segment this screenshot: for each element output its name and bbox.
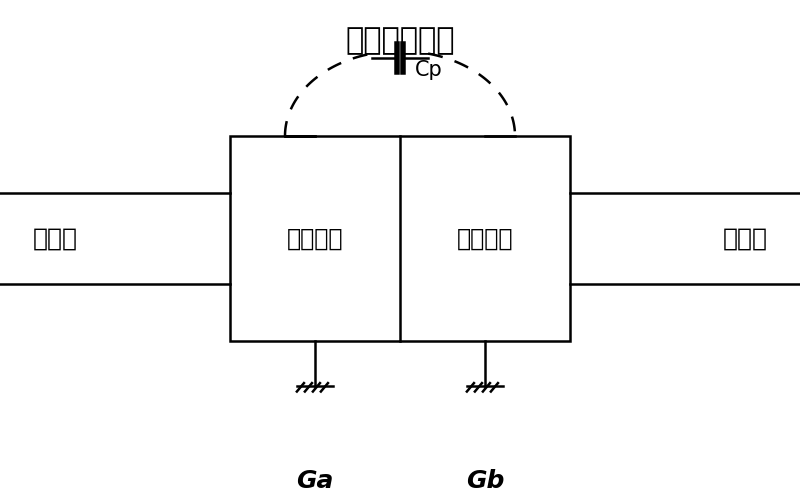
Text: 一次侧: 一次侧 (33, 226, 78, 250)
Text: 副边电路: 副边电路 (457, 226, 514, 250)
Text: Gb: Gb (466, 469, 504, 491)
Text: 原边电路: 原边电路 (286, 226, 343, 250)
Bar (230, 136, 570, 341)
Text: Ga: Ga (296, 469, 334, 491)
Text: Cp: Cp (415, 60, 442, 80)
Text: 二次侧: 二次侧 (722, 226, 767, 250)
Text: 光电隔离电路: 光电隔离电路 (346, 26, 454, 55)
